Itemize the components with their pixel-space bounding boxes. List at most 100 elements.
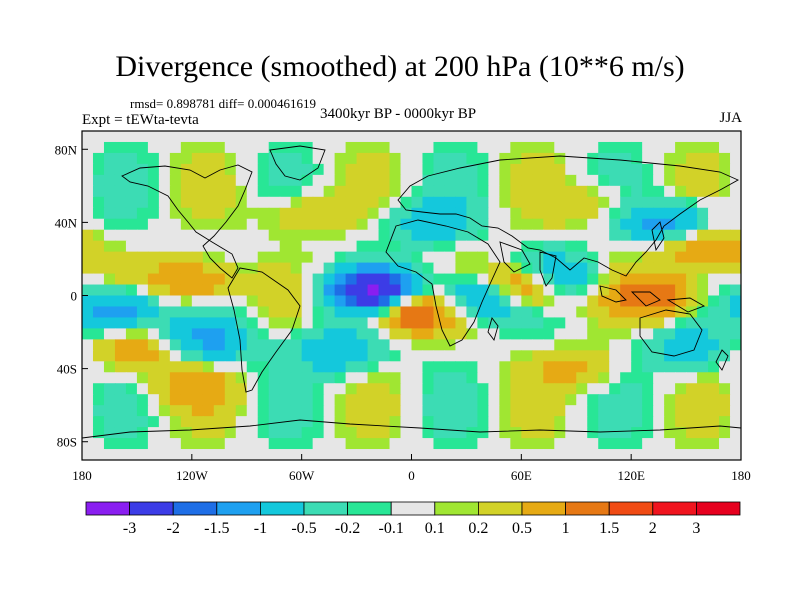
- field-cell: [609, 416, 621, 428]
- field-cell: [422, 229, 435, 242]
- field-cell: [543, 361, 555, 373]
- field-cell: [202, 372, 215, 384]
- field-cell: [312, 273, 325, 286]
- field-cell: [389, 394, 402, 406]
- field-cell: [433, 449, 446, 460]
- field-cell: [565, 240, 577, 253]
- field-cell: [653, 372, 665, 384]
- field-cell: [312, 218, 325, 231]
- field-cell: [609, 207, 621, 220]
- field-cell: [103, 218, 116, 231]
- season-label: JJA: [719, 110, 742, 126]
- field-cell: [521, 240, 533, 253]
- field-cell: [334, 328, 347, 340]
- field-cell: [301, 141, 314, 154]
- field-cell: [466, 185, 478, 198]
- field-cell: [554, 295, 566, 308]
- field-cell: [664, 394, 676, 406]
- field-cell: [730, 383, 741, 395]
- field-cell: [400, 350, 413, 362]
- field-cell: [543, 350, 555, 362]
- field-cell: [125, 229, 138, 242]
- field-cell: [488, 416, 500, 428]
- field-cell: [675, 372, 687, 384]
- field-cell: [235, 196, 248, 209]
- field-cell: [191, 284, 204, 297]
- field-cell: [554, 229, 566, 242]
- field-cell: [202, 350, 215, 362]
- field-cell: [169, 218, 182, 231]
- field-cell: [389, 141, 402, 154]
- field-cell: [334, 295, 347, 308]
- field-cell: [312, 317, 325, 329]
- field-cell: [389, 372, 402, 384]
- field-cell: [82, 427, 94, 439]
- field-cell: [598, 262, 610, 275]
- field-cell: [103, 163, 116, 176]
- field-cell: [708, 328, 720, 340]
- field-cell: [609, 284, 621, 297]
- field-cell: [708, 449, 720, 460]
- field-cell: [389, 361, 402, 373]
- field-cell: [521, 141, 533, 154]
- field-cell: [598, 383, 610, 395]
- field-cell: [543, 317, 555, 329]
- field-cell: [499, 394, 511, 406]
- field-cell: [158, 427, 171, 439]
- field-cell: [532, 163, 544, 176]
- field-cell: [587, 218, 599, 231]
- field-cell: [565, 174, 577, 187]
- field-cell: [675, 383, 687, 395]
- field-cell: [114, 273, 127, 286]
- field-cell: [389, 317, 402, 329]
- field-cell: [730, 306, 741, 319]
- field-cell: [82, 416, 94, 428]
- field-cell: [158, 163, 171, 176]
- field-cell: [92, 131, 105, 143]
- stats-text: rmsd= 0.898781 diff= 0.000461619: [130, 96, 316, 111]
- field-cell: [598, 229, 610, 242]
- field-cell: [653, 361, 665, 373]
- field-cell: [620, 273, 632, 286]
- field-cell: [587, 141, 599, 154]
- field-cell: [576, 229, 588, 242]
- field-cell: [400, 163, 413, 176]
- field-cell: [213, 306, 226, 319]
- field-cell: [334, 141, 347, 154]
- field-cell: [257, 427, 270, 439]
- field-cell: [631, 163, 643, 176]
- field-cell: [565, 361, 577, 373]
- field-cell: [521, 394, 533, 406]
- field-cell: [367, 394, 380, 406]
- field-cell: [488, 394, 500, 406]
- field-cell: [411, 317, 424, 329]
- field-cell: [290, 229, 303, 242]
- field-cell: [257, 240, 270, 253]
- field-cell: [455, 295, 468, 308]
- field-cell: [279, 284, 292, 297]
- field-cell: [587, 229, 599, 242]
- field-cell: [279, 361, 292, 373]
- field-cell: [565, 262, 577, 275]
- field-cell: [411, 438, 424, 450]
- field-cell: [268, 240, 281, 253]
- field-cell: [642, 394, 654, 406]
- field-cell: [191, 394, 204, 406]
- field-cell: [433, 427, 446, 439]
- field-cell: [444, 350, 457, 362]
- field-cell: [323, 372, 336, 384]
- field-cell: [433, 306, 446, 319]
- field-cell: [609, 328, 621, 340]
- field-cell: [521, 372, 533, 384]
- field-cell: [290, 416, 303, 428]
- field-cell: [125, 427, 138, 439]
- field-cell: [103, 141, 116, 154]
- field-cell: [554, 218, 566, 231]
- field-cell: [136, 372, 149, 384]
- field-cell: [433, 131, 446, 143]
- field-cell: [224, 328, 237, 340]
- field-cell: [620, 416, 632, 428]
- field-cell: [334, 152, 347, 165]
- field-cell: [576, 372, 588, 384]
- field-cell: [400, 449, 413, 460]
